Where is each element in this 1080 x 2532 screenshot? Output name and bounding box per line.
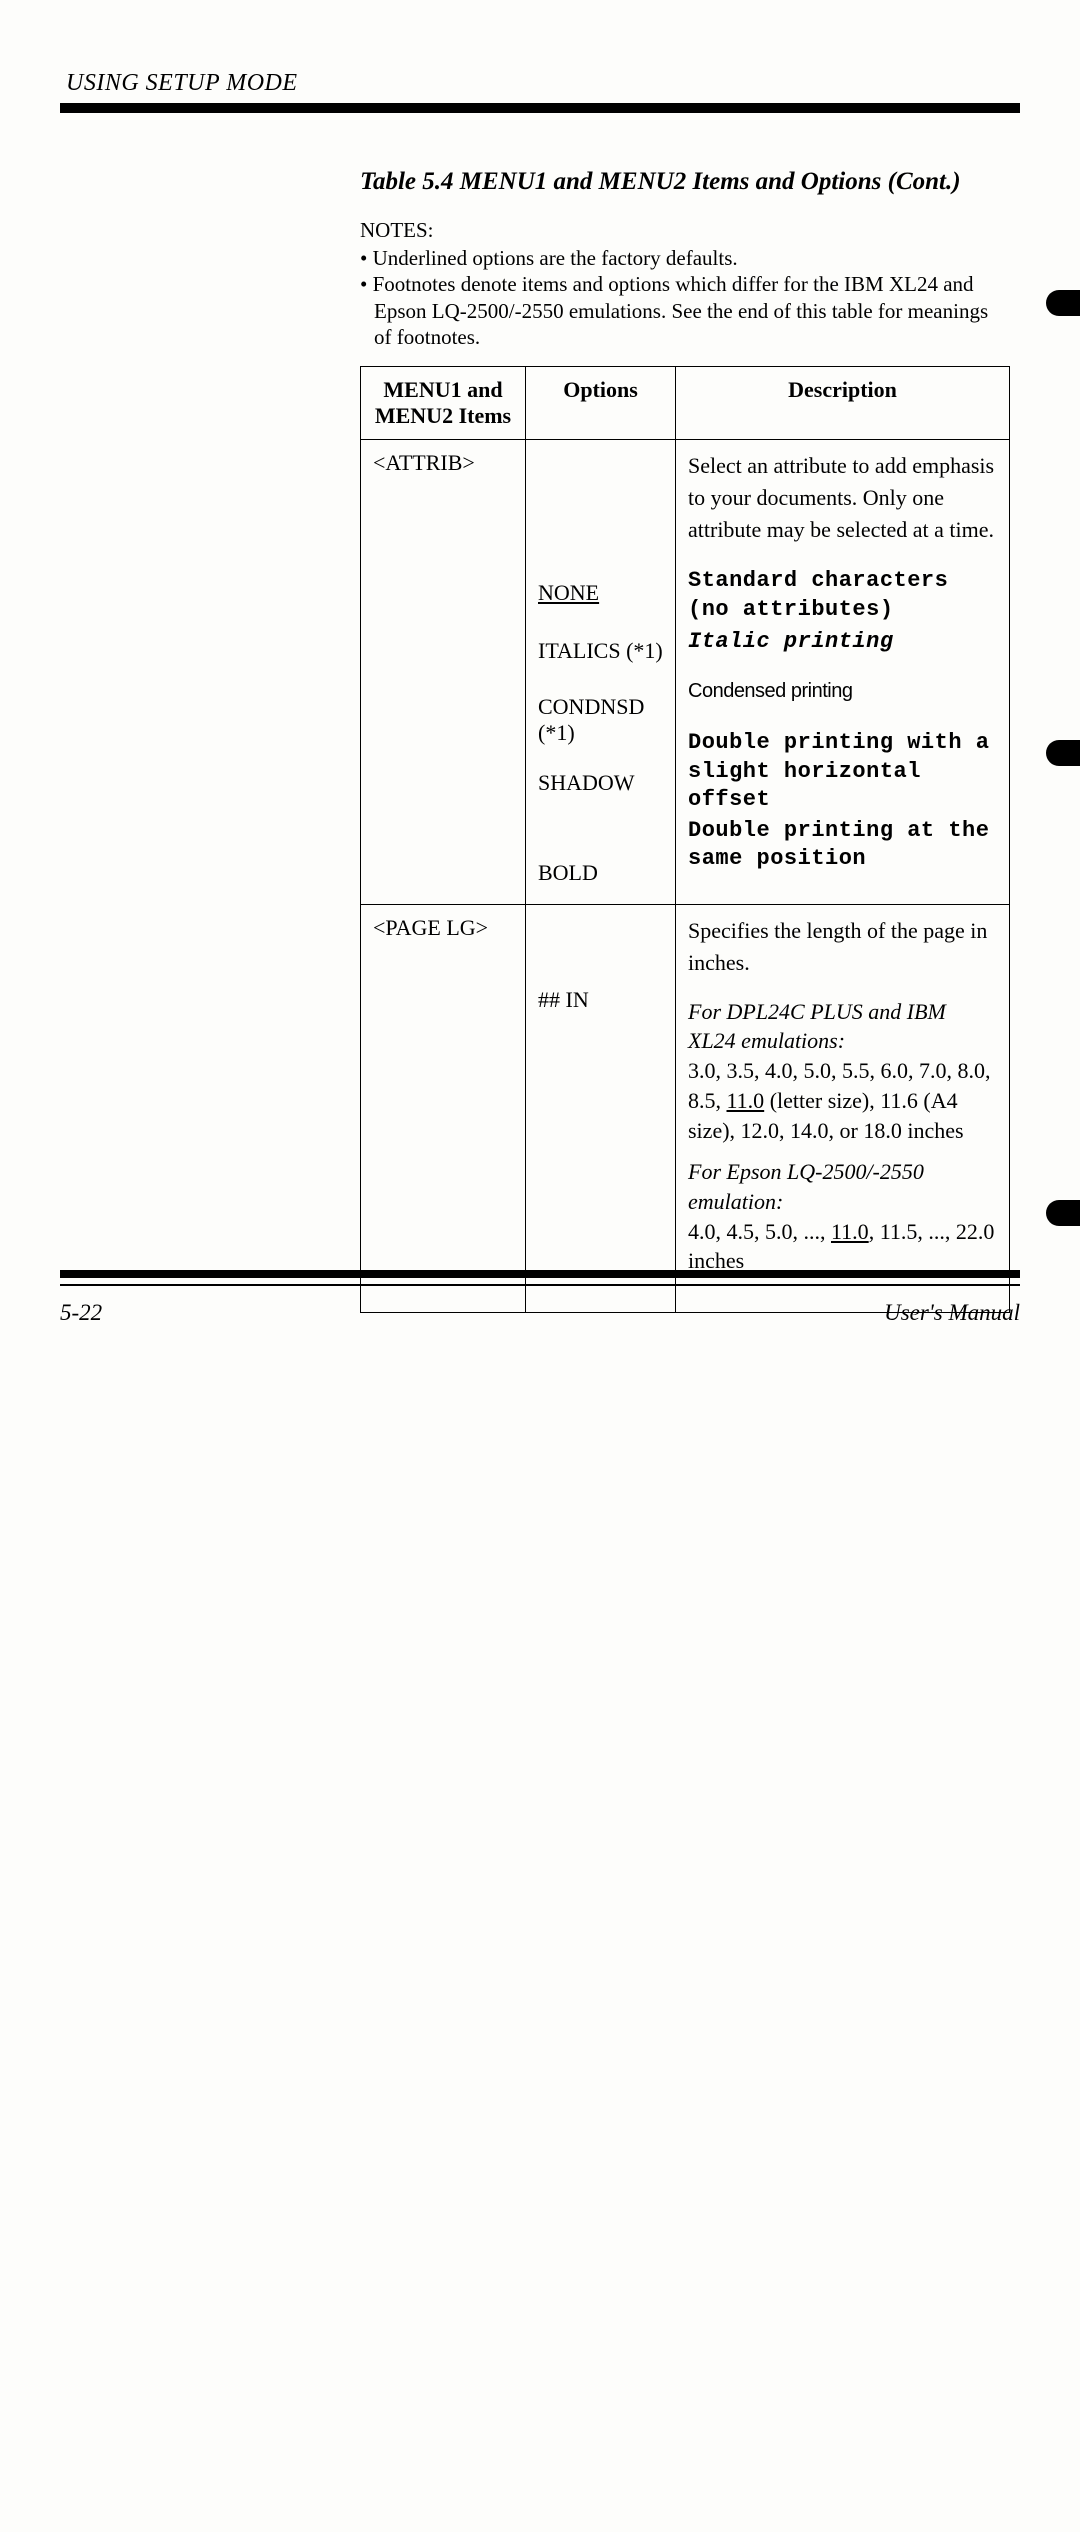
table-row: <PAGE LG> ## IN Specifies the length of …	[361, 905, 1010, 1313]
text: 4.0, 4.5, 5.0, ...,	[688, 1219, 831, 1244]
default-value: 11.0	[831, 1219, 869, 1244]
desc-emul1-body: 3.0, 3.5, 4.0, 5.0, 5.5, 6.0, 7.0, 8.0, …	[688, 1056, 997, 1145]
running-head: USING SETUP MODE	[66, 70, 1020, 97]
binder-tab	[1046, 1200, 1080, 1226]
footer-thick-rule	[60, 1270, 1020, 1278]
desc-emul2-head: For Epson LQ-2500/-2550 emulation:	[688, 1157, 997, 1216]
note-item: Footnotes denote items and options which…	[360, 271, 1010, 350]
desc-cond: Condensed printing	[688, 680, 997, 703]
option-italics: ITALICS (*1)	[538, 638, 663, 664]
cell-options: ## IN	[526, 905, 676, 1313]
notes-heading: NOTES:	[360, 218, 1010, 243]
col-header-description: Description	[676, 367, 1010, 440]
note-item: Underlined options are the factory defau…	[360, 245, 1010, 271]
option-bold: BOLD	[538, 860, 663, 886]
notes-list: Underlined options are the factory defau…	[360, 245, 1010, 350]
desc-emul2-body: 4.0, 4.5, 5.0, ..., 11.0, 11.5, ..., 22.…	[688, 1217, 997, 1276]
option-shadow: SHADOW	[538, 770, 663, 796]
header-rule	[60, 103, 1020, 113]
col-header-line: MENU2 Items	[367, 403, 519, 429]
doc-title: User's Manual	[884, 1300, 1020, 1326]
option-condnsd: CONDNSD (*1)	[538, 694, 663, 746]
page: USING SETUP MODE Table 5.4 MENU1 and MEN…	[0, 0, 1080, 2532]
desc-bold: Double printing at the same position	[688, 817, 997, 874]
option-in: ## IN	[538, 987, 663, 1013]
table-title: Table 5.4 MENU1 and MENU2 Items and Opti…	[360, 168, 1010, 196]
cell-options: NONE ITALICS (*1) CONDNSD (*1) SHADOW BO…	[526, 440, 676, 905]
cell-item: <PAGE LG>	[361, 905, 526, 1313]
option-none: NONE	[538, 580, 663, 606]
col-header-items: MENU1 and MENU2 Items	[361, 367, 526, 440]
desc-emul1-head: For DPL24C PLUS and IBM XL24 emulations:	[688, 997, 997, 1056]
content-area: Table 5.4 MENU1 and MENU2 Items and Opti…	[360, 168, 1010, 1313]
footer-thin-rule	[60, 1284, 1020, 1286]
desc-intro: Specifies the length of the page in inch…	[688, 915, 997, 979]
col-header-options: Options	[526, 367, 676, 440]
menu-table: MENU1 and MENU2 Items Options Descriptio…	[360, 366, 1010, 1313]
cell-description: Specifies the length of the page in inch…	[676, 905, 1010, 1313]
table-row: <ATTRIB> NONE ITALICS (*1) CONDNSD (*1) …	[361, 440, 1010, 905]
desc-intro: Select an attribute to add emphasis to y…	[688, 450, 997, 546]
desc-italics: Italic printing	[688, 629, 997, 654]
col-header-line: MENU1 and	[367, 377, 519, 403]
binder-tab	[1046, 290, 1080, 316]
cell-description: Select an attribute to add emphasis to y…	[676, 440, 1010, 905]
page-number: 5-22	[60, 1300, 102, 1326]
desc-shadow: Double printing with a slight horizontal…	[688, 729, 997, 815]
cell-item: <ATTRIB>	[361, 440, 526, 905]
default-value: 11.0	[727, 1088, 765, 1113]
binder-tab	[1046, 740, 1080, 766]
desc-none: Standard characters (no attributes)	[688, 566, 997, 625]
